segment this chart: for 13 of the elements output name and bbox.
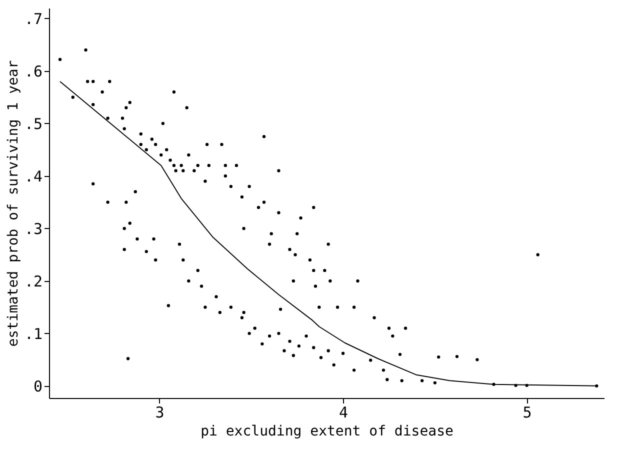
x-tick-label: 3: [155, 404, 164, 422]
y-tick-label: 0: [33, 377, 42, 396]
y-tick-label: .6: [24, 62, 42, 80]
x-tick-label: 4: [339, 404, 348, 422]
y-tick-label: .2: [24, 272, 42, 290]
y-tick-label: .1: [24, 324, 42, 343]
y-tick-label: .3: [24, 220, 42, 238]
y-tick-label: .5: [24, 114, 42, 133]
y-tick-label: .7: [24, 10, 42, 28]
y-tick-label: .4: [24, 167, 42, 186]
x-tick-label: 5: [522, 404, 532, 422]
y-axis-title: estimated prob of surviving 1 year: [5, 60, 22, 347]
x-axis-title: pi excluding extent of disease: [200, 424, 454, 440]
